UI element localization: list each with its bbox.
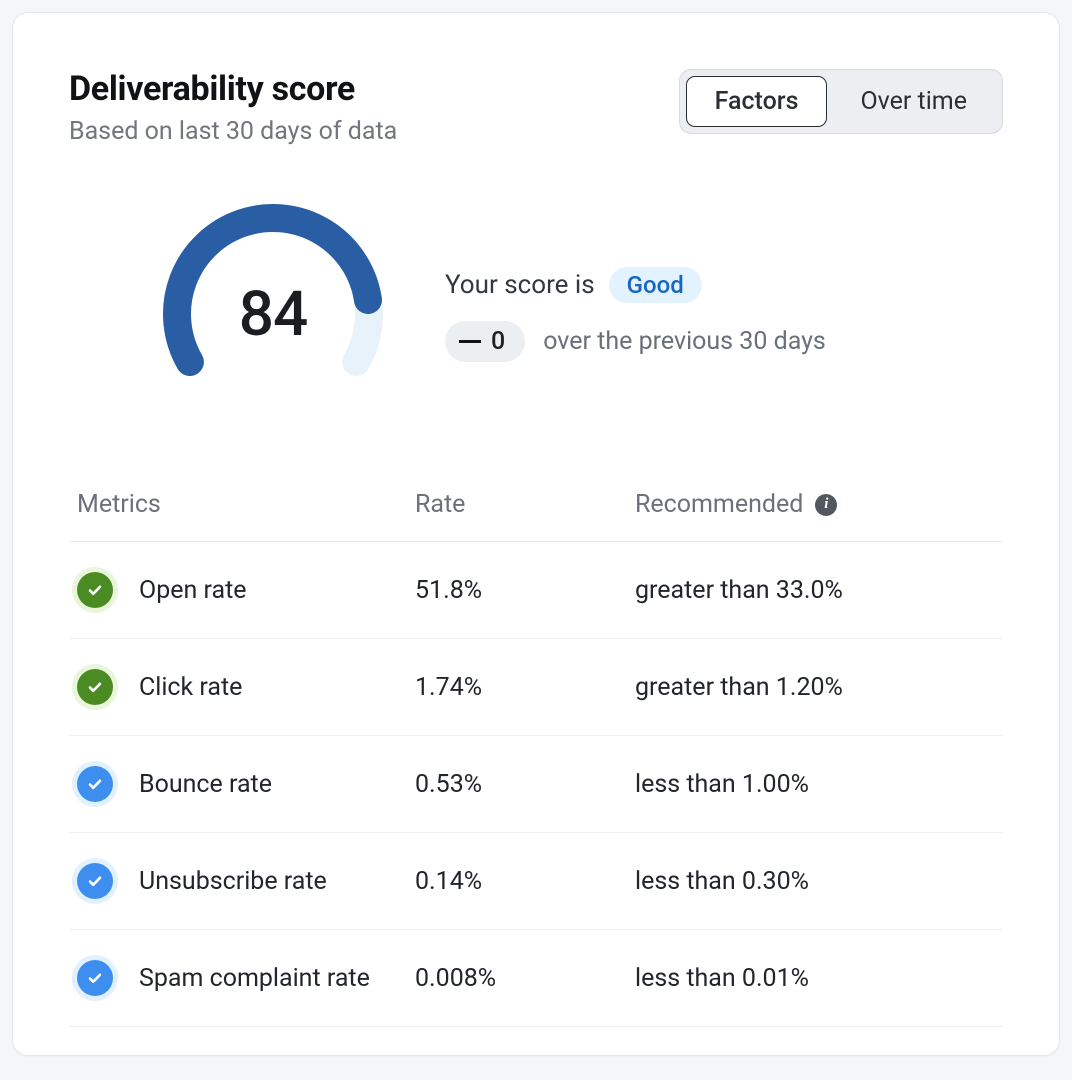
metric-recommended: less than 0.30% [635,867,995,896]
metric-name: Unsubscribe rate [139,867,327,896]
score-delta-value: 0 [491,327,505,356]
card-subtitle: Based on last 30 days of data [69,117,397,146]
status-check-icon [77,960,113,996]
table-row: Spam complaint rate 0.008% less than 0.01% [69,930,1003,1027]
table-row: Open rate 51.8% greater than 33.0% [69,542,1003,639]
table-body: Open rate 51.8% greater than 33.0% Click ra… [69,542,1003,1027]
table-header: Metrics Rate Recommended i [69,490,1003,542]
deliverability-card: Deliverability score Based on last 30 da… [12,12,1060,1056]
score-badge: Good [609,267,702,303]
metric-cell: Open rate [77,572,395,608]
metric-recommended: less than 1.00% [635,770,995,799]
status-check-icon [77,766,113,802]
metric-name: Spam complaint rate [139,964,370,993]
score-delta-pill: 0 [445,321,525,362]
col-recommended-label: Recommended [635,490,803,519]
metric-recommended: greater than 33.0% [635,576,995,605]
score-value: 84 [161,202,385,426]
metric-cell: Spam complaint rate [77,960,395,996]
metric-rate: 51.8% [415,576,615,605]
score-summary: Your score is Good 0 over the previous 3… [445,267,826,362]
score-prefix: Your score is [445,270,595,300]
card-title: Deliverability score [69,69,397,109]
score-line-2: 0 over the previous 30 days [445,321,826,362]
metric-name: Bounce rate [139,770,272,799]
metric-cell: Unsubscribe rate [77,863,395,899]
table-row: Click rate 1.74% greater than 1.20% [69,639,1003,736]
metric-rate: 0.008% [415,964,615,993]
metric-name: Open rate [139,576,247,605]
metric-rate: 1.74% [415,673,615,702]
tab-factors[interactable]: Factors [686,76,828,127]
status-check-icon [77,863,113,899]
table-row: Unsubscribe rate 0.14% less than 0.30% [69,833,1003,930]
metric-recommended: less than 0.01% [635,964,995,993]
title-block: Deliverability score Based on last 30 da… [69,69,397,146]
view-toggle: Factors Over time [679,69,1003,134]
score-gauge: 84 [161,202,385,426]
metric-recommended: greater than 1.20% [635,673,995,702]
metric-rate: 0.14% [415,867,615,896]
table-row: Bounce rate 0.53% less than 1.00% [69,736,1003,833]
col-rate: Rate [415,490,615,519]
status-check-icon [77,572,113,608]
score-line-1: Your score is Good [445,267,826,303]
metric-rate: 0.53% [415,770,615,799]
col-metrics: Metrics [77,490,395,519]
info-icon[interactable]: i [815,494,837,516]
metric-cell: Click rate [77,669,395,705]
score-delta-suffix: over the previous 30 days [543,327,826,356]
score-row: 84 Your score is Good 0 over the previou… [69,202,1003,426]
col-recommended: Recommended i [635,490,995,519]
delta-dash-icon [459,340,481,343]
status-check-icon [77,669,113,705]
metric-name: Click rate [139,673,242,702]
tab-over-time[interactable]: Over time [831,76,996,127]
metric-cell: Bounce rate [77,766,395,802]
metrics-table: Metrics Rate Recommended i Open rate 51.8… [69,490,1003,1027]
card-header: Deliverability score Based on last 30 da… [69,69,1003,146]
